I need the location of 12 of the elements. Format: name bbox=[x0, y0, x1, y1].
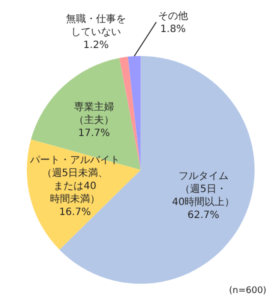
slice-label: 専業主婦（主夫） bbox=[74, 101, 114, 126]
text: (n=600) bbox=[229, 286, 266, 296]
data-label: 62.7% bbox=[187, 210, 220, 221]
slice-label: フルタイム（週5日・40時間以上） bbox=[172, 171, 235, 208]
slice-label: パート・アルバイト（週5日未満、または40時間未満） bbox=[29, 155, 120, 205]
slice-label: 無職・仕事をしていない bbox=[66, 13, 126, 38]
data-label: 1.8% bbox=[160, 24, 186, 35]
data-label: 16.7% bbox=[59, 207, 91, 218]
slice-label: その他 bbox=[158, 10, 188, 22]
data-label: 1.2% bbox=[83, 40, 109, 51]
data-label: 17.7% bbox=[78, 128, 110, 139]
pie-slice bbox=[119, 56, 141, 170]
